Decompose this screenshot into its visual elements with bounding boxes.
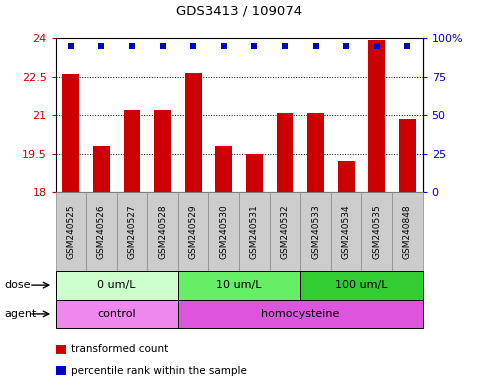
Text: homocysteine: homocysteine: [261, 309, 340, 319]
Bar: [277, 113, 293, 192]
Bar: [307, 113, 324, 192]
Bar: [338, 161, 355, 192]
Bar: [185, 73, 201, 192]
Text: 10 um/L: 10 um/L: [216, 280, 262, 290]
Text: dose: dose: [5, 280, 31, 290]
Point: [403, 43, 411, 49]
Text: GSM240532: GSM240532: [281, 204, 289, 259]
Bar: [62, 74, 79, 192]
Bar: [399, 119, 416, 192]
Text: 0 um/L: 0 um/L: [98, 280, 136, 290]
Point: [342, 43, 350, 49]
Point: [281, 43, 289, 49]
Point: [98, 43, 105, 49]
Text: GSM240525: GSM240525: [66, 204, 75, 259]
Text: GSM240531: GSM240531: [250, 204, 259, 259]
Point: [220, 43, 227, 49]
Point: [128, 43, 136, 49]
Point: [251, 43, 258, 49]
Point: [373, 43, 381, 49]
Point: [189, 43, 197, 49]
Text: agent: agent: [5, 309, 37, 319]
Text: GSM240527: GSM240527: [128, 204, 137, 259]
Bar: [124, 110, 141, 192]
Point: [67, 43, 75, 49]
Text: GSM240528: GSM240528: [158, 204, 167, 259]
Bar: [93, 146, 110, 192]
Text: GSM240535: GSM240535: [372, 204, 381, 259]
Point: [312, 43, 319, 49]
Bar: [369, 40, 385, 192]
Bar: [154, 110, 171, 192]
Text: GSM240529: GSM240529: [189, 204, 198, 259]
Text: control: control: [98, 309, 136, 319]
Text: GSM240530: GSM240530: [219, 204, 228, 259]
Text: 100 um/L: 100 um/L: [335, 280, 388, 290]
Text: transformed count: transformed count: [71, 344, 168, 354]
Text: GSM240848: GSM240848: [403, 204, 412, 259]
Text: GSM240534: GSM240534: [341, 204, 351, 259]
Point: [159, 43, 167, 49]
Text: GDS3413 / 109074: GDS3413 / 109074: [176, 4, 302, 17]
Text: GSM240526: GSM240526: [97, 204, 106, 259]
Text: GSM240533: GSM240533: [311, 204, 320, 259]
Text: percentile rank within the sample: percentile rank within the sample: [71, 366, 247, 376]
Bar: [215, 146, 232, 192]
Bar: [246, 154, 263, 192]
